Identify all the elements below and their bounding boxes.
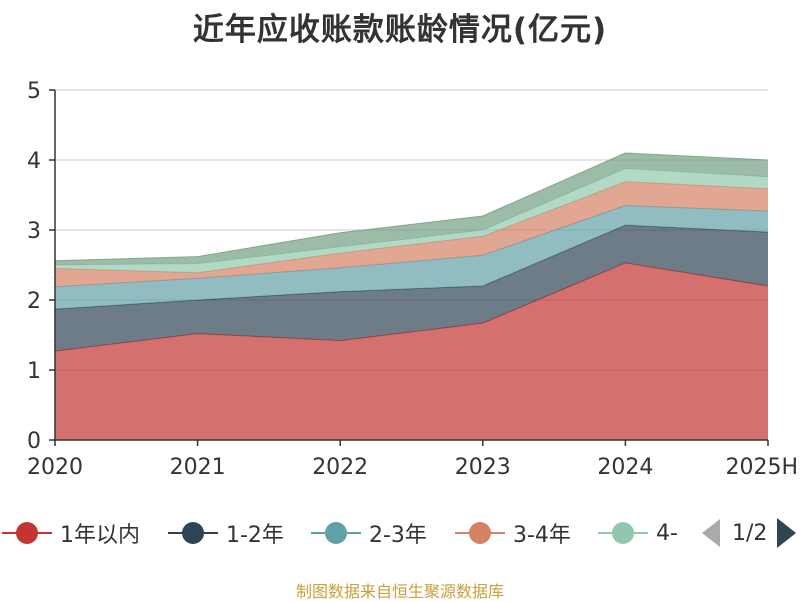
legend-marker-1-icon bbox=[2, 516, 52, 550]
legend-marker-2-icon bbox=[168, 516, 218, 550]
y-tick-label-0: 0 bbox=[27, 429, 41, 454]
y-tick-label-2: 2 bbox=[27, 289, 41, 314]
legend-label-5: 4- bbox=[656, 520, 678, 546]
legend-label-3: 2-3年 bbox=[369, 523, 427, 548]
legend-prev-page-icon[interactable] bbox=[702, 519, 720, 547]
legend-item-1[interactable]: 1年以内 bbox=[2, 516, 140, 550]
y-tick-label-5: 5 bbox=[27, 79, 41, 104]
legend-item-2[interactable]: 1-2年 bbox=[168, 516, 284, 550]
area-series-4[interactable] bbox=[55, 181, 768, 287]
x-tick-label-2: 2022 bbox=[312, 455, 368, 480]
area-series-1[interactable] bbox=[55, 262, 768, 440]
x-tick-label-5: 2025H bbox=[725, 455, 798, 480]
legend-marker-5-icon bbox=[598, 516, 648, 550]
legend-item-5[interactable]: 4- bbox=[598, 516, 678, 550]
area-series-6[interactable] bbox=[55, 153, 768, 265]
legend-marker-4-icon bbox=[455, 516, 505, 550]
legend-item-3[interactable]: 2-3年 bbox=[311, 516, 427, 550]
legend-label-2: 1-2年 bbox=[226, 523, 284, 548]
chart-title: 近年应收账款账龄情况(亿元) bbox=[192, 12, 608, 48]
area-series-2[interactable] bbox=[55, 225, 768, 352]
legend-label-4: 3-4年 bbox=[513, 523, 571, 548]
x-tick-label-3: 2023 bbox=[455, 455, 511, 480]
y-tick-label-1: 1 bbox=[27, 359, 41, 384]
area-line-series-6 bbox=[54, 152, 769, 262]
area-series-5[interactable] bbox=[55, 168, 768, 273]
x-tick-label-0: 2020 bbox=[27, 455, 83, 480]
legend-page-indicator: 1/2 bbox=[732, 520, 768, 546]
chart-legend: 1年以内 1-2年 2-3年 3-4年 4- 1/2 bbox=[0, 516, 800, 550]
x-tick-label-1: 2021 bbox=[170, 455, 226, 480]
legend-marker-3-icon bbox=[311, 516, 361, 550]
legend-item-4[interactable]: 3-4年 bbox=[455, 516, 571, 550]
legend-label-1: 1年以内 bbox=[60, 523, 140, 548]
area-series-3[interactable] bbox=[55, 205, 768, 310]
x-tick-label-4: 2024 bbox=[597, 455, 653, 480]
y-tick-label-4: 4 bbox=[27, 149, 41, 174]
legend-pager: 1/2 bbox=[702, 516, 797, 550]
y-tick-label-3: 3 bbox=[27, 219, 41, 244]
source-note: 制图数据来自恒生聚源数据库 bbox=[295, 582, 504, 601]
legend-next-page-icon[interactable] bbox=[777, 518, 797, 548]
